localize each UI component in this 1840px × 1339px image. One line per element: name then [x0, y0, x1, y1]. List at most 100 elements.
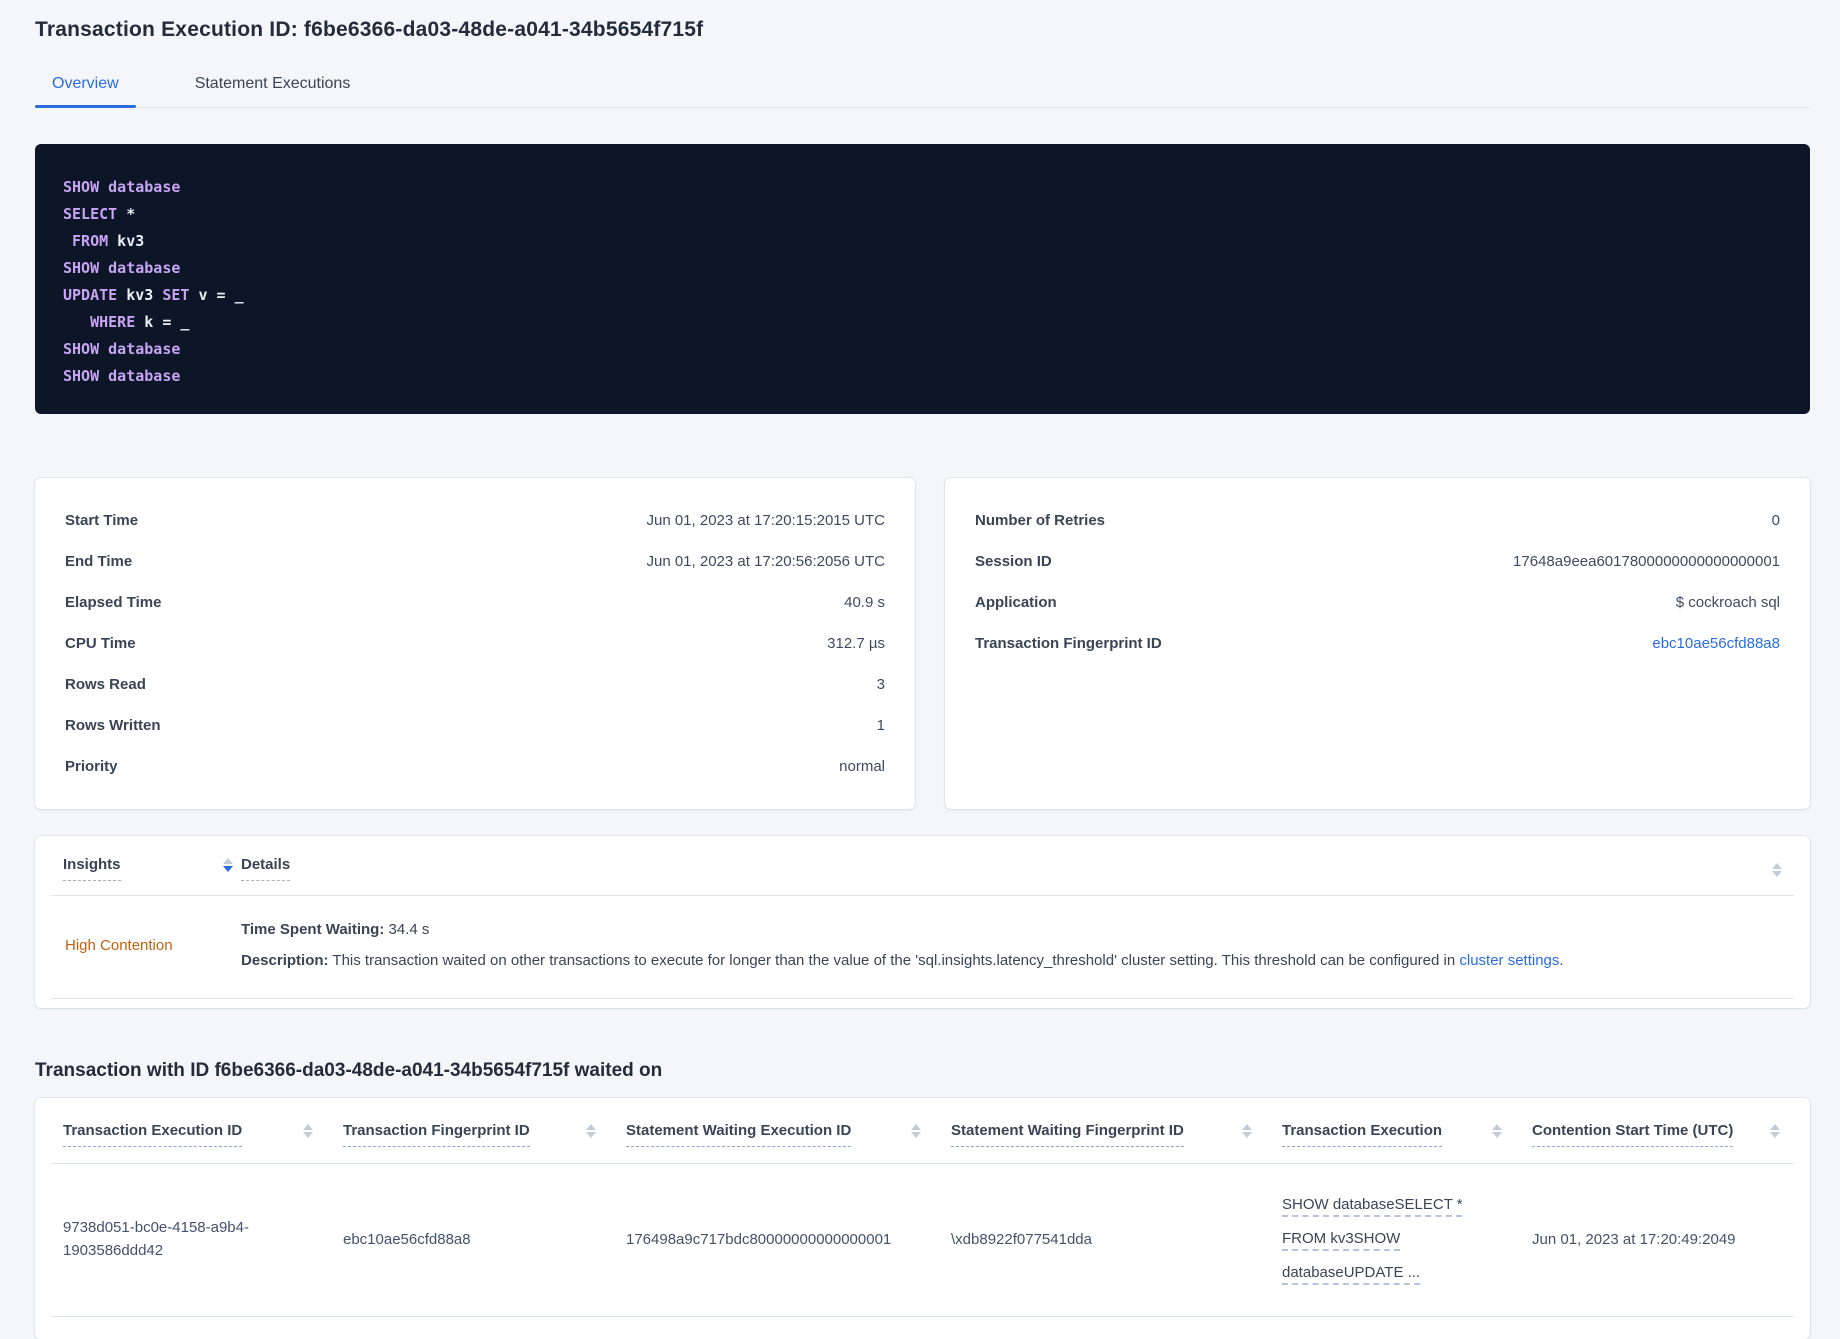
summary-row-transaction-fingerprint-id: Transaction Fingerprint ID ebc10ae56cfd88…	[975, 623, 1780, 664]
summary-label: Rows Read	[65, 676, 146, 693]
insights-header-label[interactable]: Insights	[63, 856, 121, 881]
insights-column-header[interactable]: Insights	[63, 856, 241, 881]
insights-table-header: Insights Details	[35, 836, 1810, 895]
time-spent-waiting-label: Time Spent Waiting:	[241, 921, 385, 938]
summary-row-priority: Priority normal	[65, 746, 885, 787]
column-header-label[interactable]: Statement Waiting Execution ID	[626, 1122, 852, 1147]
sql-keyword: SHOW database	[63, 259, 181, 277]
sql-statements-box: SHOW database SELECT * FROM kv3 SHOW datab…	[35, 144, 1810, 414]
column-header-statement-waiting-execution-id[interactable]: Statement Waiting Execution ID	[626, 1122, 951, 1147]
sql-keyword: SHOW database	[63, 340, 181, 358]
time-spent-waiting-line: Time Spent Waiting: 34.4 s	[241, 920, 1782, 939]
summary-label: Elapsed Time	[65, 594, 162, 611]
table-row: 9738d051-bc0e-4158-a9b4-1903586ddd42 ebc1…	[35, 1164, 1810, 1316]
details-sort-icon[interactable]	[1772, 863, 1782, 877]
sql-line: SHOW database	[63, 363, 1782, 390]
summary-value: 3	[876, 676, 885, 693]
header-sort-icon-slot	[1772, 856, 1782, 877]
insight-type-label: High Contention	[65, 936, 173, 954]
tab-bar: Overview Statement Executions	[35, 66, 1810, 108]
sort-icon[interactable]	[1770, 1124, 1780, 1138]
description-label: Description:	[241, 952, 329, 969]
divider	[51, 1316, 1794, 1317]
sort-down-arrow	[586, 1132, 596, 1138]
transaction-execution-link[interactable]: SHOW databaseSELECT * FROM kv3SHOW datab…	[1282, 1196, 1463, 1281]
summary-label: Priority	[65, 758, 118, 775]
column-header-label[interactable]: Transaction Execution	[1282, 1122, 1443, 1147]
sql-text: v = _	[189, 286, 244, 304]
divider	[51, 895, 1794, 896]
summary-label: CPU Time	[65, 635, 136, 652]
sort-icon[interactable]	[303, 1124, 313, 1138]
cell-statement-waiting-execution-id: 176498a9c717bdc80000000000000001	[626, 1230, 892, 1248]
summary-value: Jun 01, 2023 at 17:20:15:2015 UTC	[646, 512, 885, 529]
summary-row-cpu-time: CPU Time 312.7 µs	[65, 623, 885, 664]
tab-statement-executions[interactable]: Statement Executions	[194, 75, 351, 92]
summary-value: normal	[839, 758, 885, 775]
column-header-label[interactable]: Contention Start Time (UTC)	[1532, 1122, 1734, 1147]
waited-on-table-header: Transaction Execution ID Transaction Fing…	[35, 1098, 1810, 1147]
cell-transaction-execution-id: 9738d051-bc0e-4158-a9b4-1903586ddd42	[63, 1219, 249, 1259]
sql-keyword: FROM	[63, 232, 109, 250]
sort-down-arrow	[1242, 1132, 1252, 1138]
cell-statement-waiting-fingerprint-id: \xdb8922f077541dda	[951, 1230, 1092, 1248]
sort-down-arrow	[1492, 1132, 1502, 1138]
execution-summary-card: Start Time Jun 01, 2023 at 17:20:15:2015 …	[35, 478, 915, 809]
summary-row-start-time: Start Time Jun 01, 2023 at 17:20:15:2015 …	[65, 500, 885, 541]
column-header-transaction-fingerprint-id[interactable]: Transaction Fingerprint ID	[343, 1122, 626, 1147]
column-header-label[interactable]: Transaction Fingerprint ID	[343, 1122, 530, 1147]
summary-row-elapsed-time: Elapsed Time 40.9 s	[65, 582, 885, 623]
transaction-fingerprint-link[interactable]: ebc10ae56cfd88a8	[1652, 635, 1780, 652]
summary-label: Session ID	[975, 553, 1052, 570]
column-header-label[interactable]: Transaction Execution ID	[63, 1122, 243, 1147]
sort-down-arrow	[1770, 1132, 1780, 1138]
sort-icon[interactable]	[586, 1124, 596, 1138]
summary-row-end-time: End Time Jun 01, 2023 at 17:20:56:2056 UT…	[65, 541, 885, 582]
summary-value: 1	[876, 717, 885, 734]
summary-row-rows-read: Rows Read 3	[65, 664, 885, 705]
column-header-transaction-execution-id[interactable]: Transaction Execution ID	[63, 1122, 343, 1147]
sort-up-arrow	[1770, 1124, 1780, 1130]
time-spent-waiting-value: 34.4 s	[388, 921, 430, 938]
sort-up-arrow	[1492, 1124, 1502, 1130]
tab-overview[interactable]: Overview	[35, 66, 136, 108]
sql-keyword: SHOW database	[63, 367, 181, 385]
sql-line: UPDATE kv3 SET v = _	[63, 282, 1782, 309]
column-header-label[interactable]: Statement Waiting Fingerprint ID	[951, 1122, 1184, 1147]
cell-transaction-fingerprint-id: ebc10ae56cfd88a8	[343, 1230, 471, 1248]
sql-text: kv3	[117, 286, 163, 304]
summary-row-number-of-retries: Number of Retries 0	[975, 500, 1780, 541]
column-header-transaction-execution[interactable]: Transaction Execution	[1282, 1122, 1532, 1147]
summary-row-rows-written: Rows Written 1	[65, 705, 885, 746]
sql-line: WHERE k = _	[63, 309, 1782, 336]
sql-line: SHOW database	[63, 174, 1782, 201]
sql-keyword: WHERE	[63, 313, 136, 331]
waited-on-table-card: Transaction Execution ID Transaction Fing…	[35, 1098, 1810, 1339]
sort-icon[interactable]	[1492, 1124, 1502, 1138]
divider	[51, 1163, 1794, 1164]
summary-label: Application	[975, 594, 1057, 611]
insight-details: Time Spent Waiting: 34.4 s Description: …	[241, 920, 1782, 970]
details-header-label[interactable]: Details	[241, 856, 291, 881]
session-summary-card: Number of Retries 0 Session ID 17648a9eea60…	[945, 478, 1810, 809]
waited-on-heading: Transaction with ID f6be6366-da03-48de-a…	[35, 1060, 663, 1081]
sql-line: SHOW database	[63, 336, 1782, 363]
column-header-contention-start-time-utc[interactable]: Contention Start Time (UTC)	[1532, 1122, 1782, 1147]
insights-sort-icon[interactable]	[223, 858, 233, 872]
summary-value: 0	[1771, 512, 1780, 529]
summary-label: Start Time	[65, 512, 139, 529]
sort-icon[interactable]	[1242, 1124, 1252, 1138]
sql-keyword: SELECT	[63, 205, 118, 223]
column-header-statement-waiting-fingerprint-id[interactable]: Statement Waiting Fingerprint ID	[951, 1122, 1282, 1147]
sort-up-arrow	[911, 1124, 921, 1130]
insight-row: High Contention Time Spent Waiting: 34.4…	[35, 896, 1810, 998]
sql-text: k = _	[135, 313, 190, 331]
sql-keyword: SET	[162, 286, 190, 304]
summary-label: Transaction Fingerprint ID	[975, 635, 1162, 652]
sort-down-arrow	[223, 866, 233, 872]
cluster-settings-link[interactable]: cluster settings	[1459, 952, 1560, 969]
sort-up-arrow	[303, 1124, 313, 1130]
sql-line: SELECT *	[63, 201, 1782, 228]
sort-icon[interactable]	[911, 1124, 921, 1138]
